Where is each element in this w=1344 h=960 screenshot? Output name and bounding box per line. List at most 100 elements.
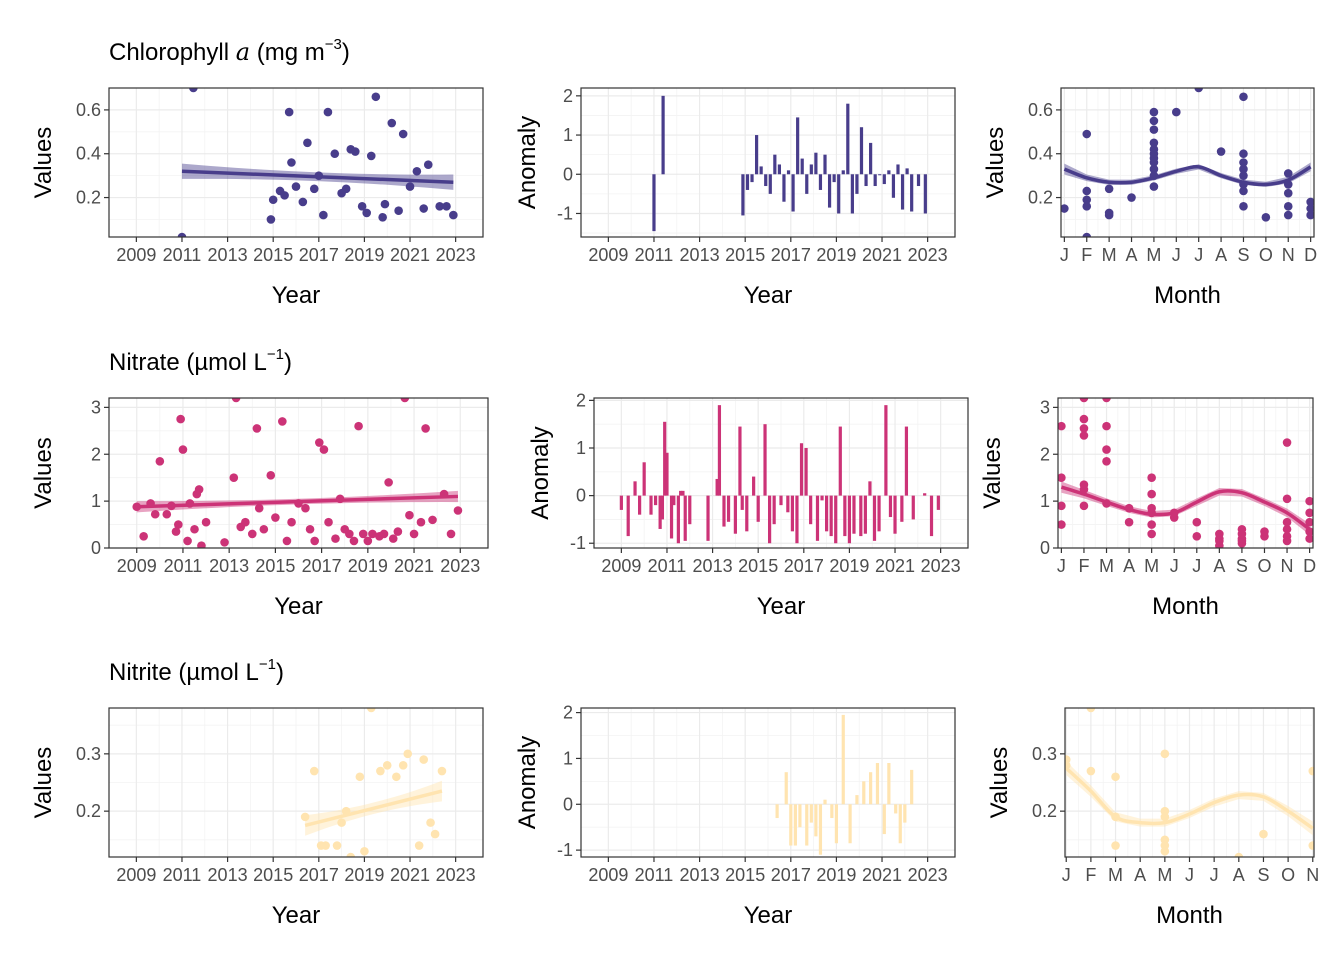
anomaly-bar [741,174,745,216]
anomaly-bar [733,495,737,534]
anomaly-bar [905,168,909,175]
data-point [268,195,278,205]
x-tick-label: 2011 [635,245,674,265]
data-point [194,485,204,494]
data-point [388,534,398,543]
data-point [1147,503,1156,513]
data-point [335,494,345,504]
x-tick-label: J [1060,245,1069,265]
data-point [1149,182,1159,191]
x-tick-label: 2013 [680,865,720,885]
y-tick-label: 1 [1040,491,1050,511]
data-point [363,536,373,546]
y-axis-title: Values [30,127,57,199]
x-tick-label: 2017 [784,556,824,576]
data-point [1079,398,1089,403]
anomaly-bar [859,127,864,175]
data-point [1058,520,1066,529]
y-tick-label: 0.4 [76,144,101,164]
anomaly-bar [740,495,744,510]
data-point [1160,835,1170,845]
anomaly-bar [848,804,852,844]
data-point [378,212,387,222]
x-tick-label: 2011 [635,865,674,885]
data-point [300,812,310,822]
data-point [287,517,296,527]
data-point [278,417,287,426]
y-tick-label: 1 [563,748,573,768]
x-tick-label: 2019 [344,245,384,265]
anomaly-bar [619,495,623,510]
data-point [1079,501,1089,511]
data-point [1149,145,1159,154]
x-tick-label: J [1170,556,1179,576]
data-point [231,398,241,403]
panel-r0-c0: 2009 2011 2013 2015 2017 2019 2021 20230.20.40.… [30,87,484,309]
data-point [1283,180,1293,189]
panel-data [132,398,463,548]
x-tick-label: J [1192,556,1201,576]
y-tick-label: 0.2 [1028,188,1053,208]
data-point [376,766,385,776]
x-tick-label: 2015 [253,245,293,265]
data-point [305,524,315,534]
anomaly-bar [820,495,824,501]
x-tick-label: J [1172,245,1181,265]
data-point [442,202,451,211]
panel-r0-c1: 2009 2011 2013 2015 2017 2019 2021 2023-1012Yea… [514,86,956,309]
x-tick-label: O [1257,556,1271,576]
anomaly-bar [775,804,779,819]
data-point [177,232,187,237]
data-point [323,107,333,117]
data-point [1124,517,1134,527]
x-tick-label: 2023 [440,556,480,576]
anomaly-bar [859,495,863,537]
x-tick-label: M [1146,245,1161,265]
anomaly-bar [882,174,886,185]
x-axis-title: Year [744,282,793,309]
panel-border [108,87,484,238]
x-tick-label: 2009 [117,556,157,576]
data-point [1192,531,1202,541]
anomaly-bar [638,495,642,515]
anomaly-bar [789,804,793,846]
data-point [266,471,276,480]
data-point [189,88,198,93]
data-point [1104,208,1114,218]
anomaly-bar [805,174,809,194]
data-point [176,414,185,424]
x-tick-label: 2015 [725,865,765,885]
x-tick-label: 2021 [394,556,434,576]
data-point [1169,508,1179,518]
data-point [1082,195,1092,205]
x-tick-label: 2011 [648,556,687,576]
data-point [291,182,301,191]
data-point [393,527,403,536]
anomaly-bar [663,421,667,496]
data-point [1192,517,1202,527]
data-point [185,499,195,508]
data-point [421,424,430,433]
data-point [366,151,376,161]
data-point [146,499,155,508]
y-tick-label: 0.4 [1028,144,1053,164]
data-point [1111,812,1120,822]
y-tick-label: 0.6 [76,100,101,120]
data-point [220,538,229,547]
data-point [1260,527,1269,536]
panel-data [1058,398,1313,548]
data-point [362,208,371,218]
x-tick-label: 2015 [253,865,293,885]
data-point [394,206,403,216]
anomaly-bar [688,495,692,525]
row-title-nitrate: Nitrate (µmol L−1) [109,346,292,376]
data-point [1282,524,1292,534]
data-point [412,166,422,176]
anomaly-bar [864,174,868,187]
data-point [1239,158,1248,167]
anomaly-bar [847,495,852,544]
anomaly-bar [855,795,859,805]
data-point [392,772,401,782]
x-tick-label: A [1123,556,1135,576]
